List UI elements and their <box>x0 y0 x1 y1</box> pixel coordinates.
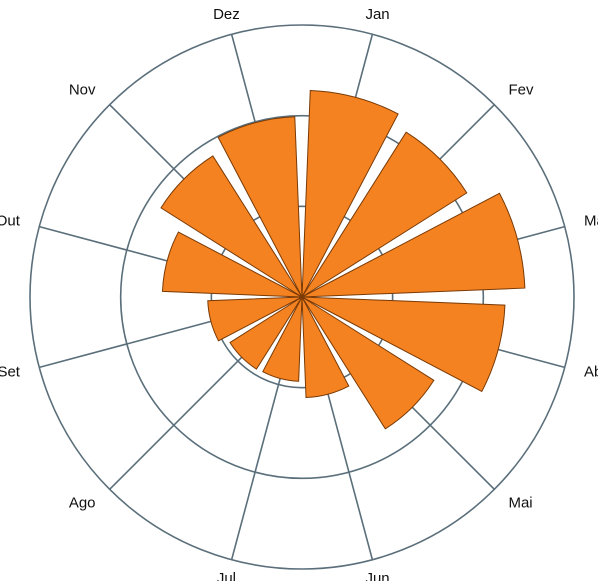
bar <box>301 89 399 298</box>
category-label: Out <box>0 212 21 229</box>
category-label: Dez <box>213 6 240 23</box>
category-label: Ago <box>69 494 96 511</box>
bar <box>301 296 506 393</box>
category-label: Jan <box>365 6 389 23</box>
bar <box>301 296 350 399</box>
category-label: Jun <box>365 570 389 581</box>
category-label: Set <box>0 364 21 381</box>
category-label: Nov <box>69 81 96 98</box>
bar <box>160 155 303 298</box>
category-label: Mai <box>508 494 532 511</box>
bar <box>301 296 435 430</box>
grid-ring <box>29 24 575 570</box>
bar <box>301 192 526 298</box>
bar <box>262 296 303 382</box>
category-label: Abr <box>584 364 598 381</box>
bar <box>217 116 303 298</box>
category-label: Jul <box>217 570 236 581</box>
bar <box>161 231 303 298</box>
category-label: Fev <box>508 81 534 98</box>
grid-ring <box>119 114 485 480</box>
bar <box>229 296 303 370</box>
bar <box>207 296 303 342</box>
bar <box>301 131 468 298</box>
grid-ring <box>210 205 394 389</box>
category-label: Mar <box>584 212 598 229</box>
